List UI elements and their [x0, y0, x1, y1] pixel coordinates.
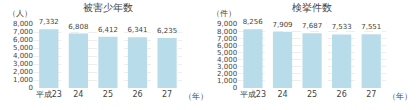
svg-text:8,256: 8,256 — [243, 18, 264, 26]
svg-text:4,000: 4,000 — [13, 52, 33, 60]
svg-text:（件）: （件） — [212, 9, 236, 18]
svg-text:24: 24 — [73, 90, 83, 99]
svg-text:（年）: （年） — [184, 92, 208, 101]
svg-text:0: 0 — [29, 84, 33, 92]
svg-text:7,000: 7,000 — [13, 28, 33, 36]
svg-text:7,551: 7,551 — [361, 23, 381, 31]
svg-text:25: 25 — [307, 90, 317, 99]
svg-text:24: 24 — [277, 90, 287, 99]
svg-text:6,412: 6,412 — [98, 26, 118, 34]
svg-text:8,000: 8,000 — [217, 28, 237, 36]
svg-text:7,533: 7,533 — [332, 23, 352, 31]
svg-text:1,000: 1,000 — [217, 77, 237, 85]
svg-text:検挙件数: 検挙件数 — [292, 2, 332, 13]
svg-text:0: 0 — [233, 84, 237, 92]
svg-text:9,000: 9,000 — [217, 20, 237, 28]
svg-text:5,000: 5,000 — [13, 44, 33, 52]
svg-text:27: 27 — [366, 90, 376, 99]
svg-text:平成23: 平成23 — [36, 90, 62, 99]
svg-text:6,808: 6,808 — [68, 23, 88, 31]
svg-text:7,000: 7,000 — [217, 35, 237, 43]
svg-text:7,909: 7,909 — [272, 21, 292, 29]
svg-text:3,000: 3,000 — [217, 63, 237, 71]
svg-text:6,235: 6,235 — [157, 27, 177, 35]
svg-text:7,687: 7,687 — [302, 22, 322, 30]
svg-text:6,341: 6,341 — [127, 26, 147, 34]
svg-text:平成23: 平成23 — [240, 90, 266, 99]
svg-text:2,000: 2,000 — [13, 68, 33, 76]
svg-text:26: 26 — [337, 90, 347, 99]
svg-text:25: 25 — [103, 90, 113, 99]
svg-text:26: 26 — [132, 90, 142, 99]
svg-text:8,000: 8,000 — [13, 20, 33, 28]
svg-text:6,000: 6,000 — [13, 36, 33, 44]
svg-text:7,332: 7,332 — [39, 18, 59, 26]
svg-text:被害少年数: 被害少年数 — [83, 2, 133, 13]
svg-text:4,000: 4,000 — [217, 56, 237, 64]
svg-text:（年）: （年） — [388, 92, 412, 101]
svg-text:2,000: 2,000 — [217, 70, 237, 78]
svg-text:27: 27 — [162, 90, 172, 99]
svg-text:1,000: 1,000 — [13, 76, 33, 84]
svg-text:5,000: 5,000 — [217, 49, 237, 57]
svg-text:3,000: 3,000 — [13, 60, 33, 68]
svg-text:（人）: （人） — [8, 9, 32, 18]
svg-text:6,000: 6,000 — [217, 42, 237, 50]
